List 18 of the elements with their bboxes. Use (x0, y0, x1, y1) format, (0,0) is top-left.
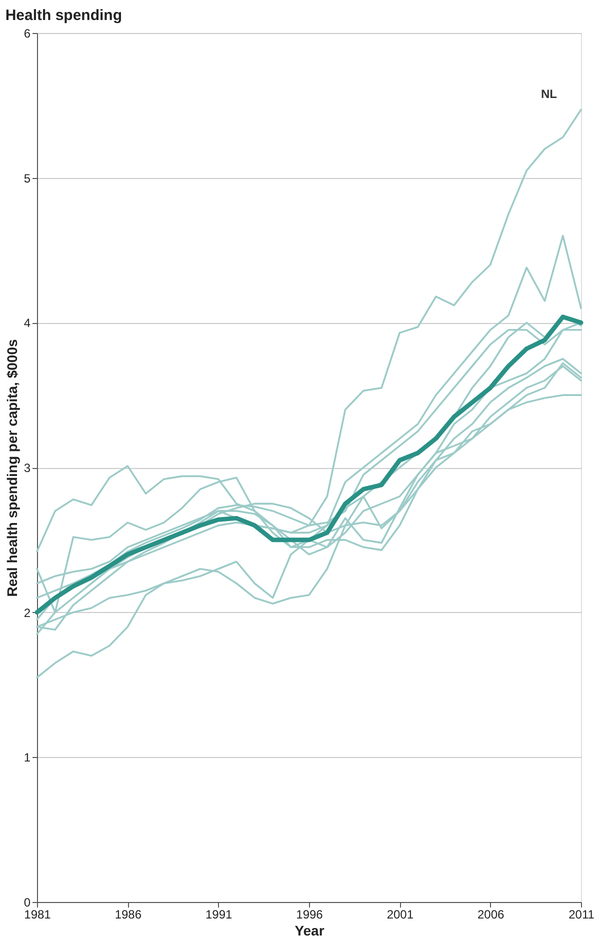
y-tick-label: 5 (24, 171, 31, 186)
y-tick-label: 3 (24, 461, 31, 475)
x-axis-title: Year (294, 922, 325, 938)
chart-title: Health spending (5, 7, 122, 24)
y-tick-label: 6 (24, 26, 31, 40)
y-tick-label: 2 (24, 606, 31, 620)
x-tick-label: 1981 (24, 908, 52, 922)
x-tick-label: 2006 (477, 908, 505, 922)
x-tick-label: 2011 (568, 908, 595, 922)
x-tick-label: 1986 (114, 908, 142, 922)
text: NL (541, 86, 557, 101)
x-tick-label: 1991 (205, 908, 233, 922)
x-tick-label: 2001 (386, 908, 414, 922)
y-tick-label: 0 (24, 896, 31, 910)
y-axis-title: Real health spending per capita, $000s (4, 339, 20, 597)
y-tick-label: 1 (24, 750, 31, 765)
x-tick-label: 1996 (296, 908, 324, 922)
y-tick-label: 4 (24, 316, 31, 330)
